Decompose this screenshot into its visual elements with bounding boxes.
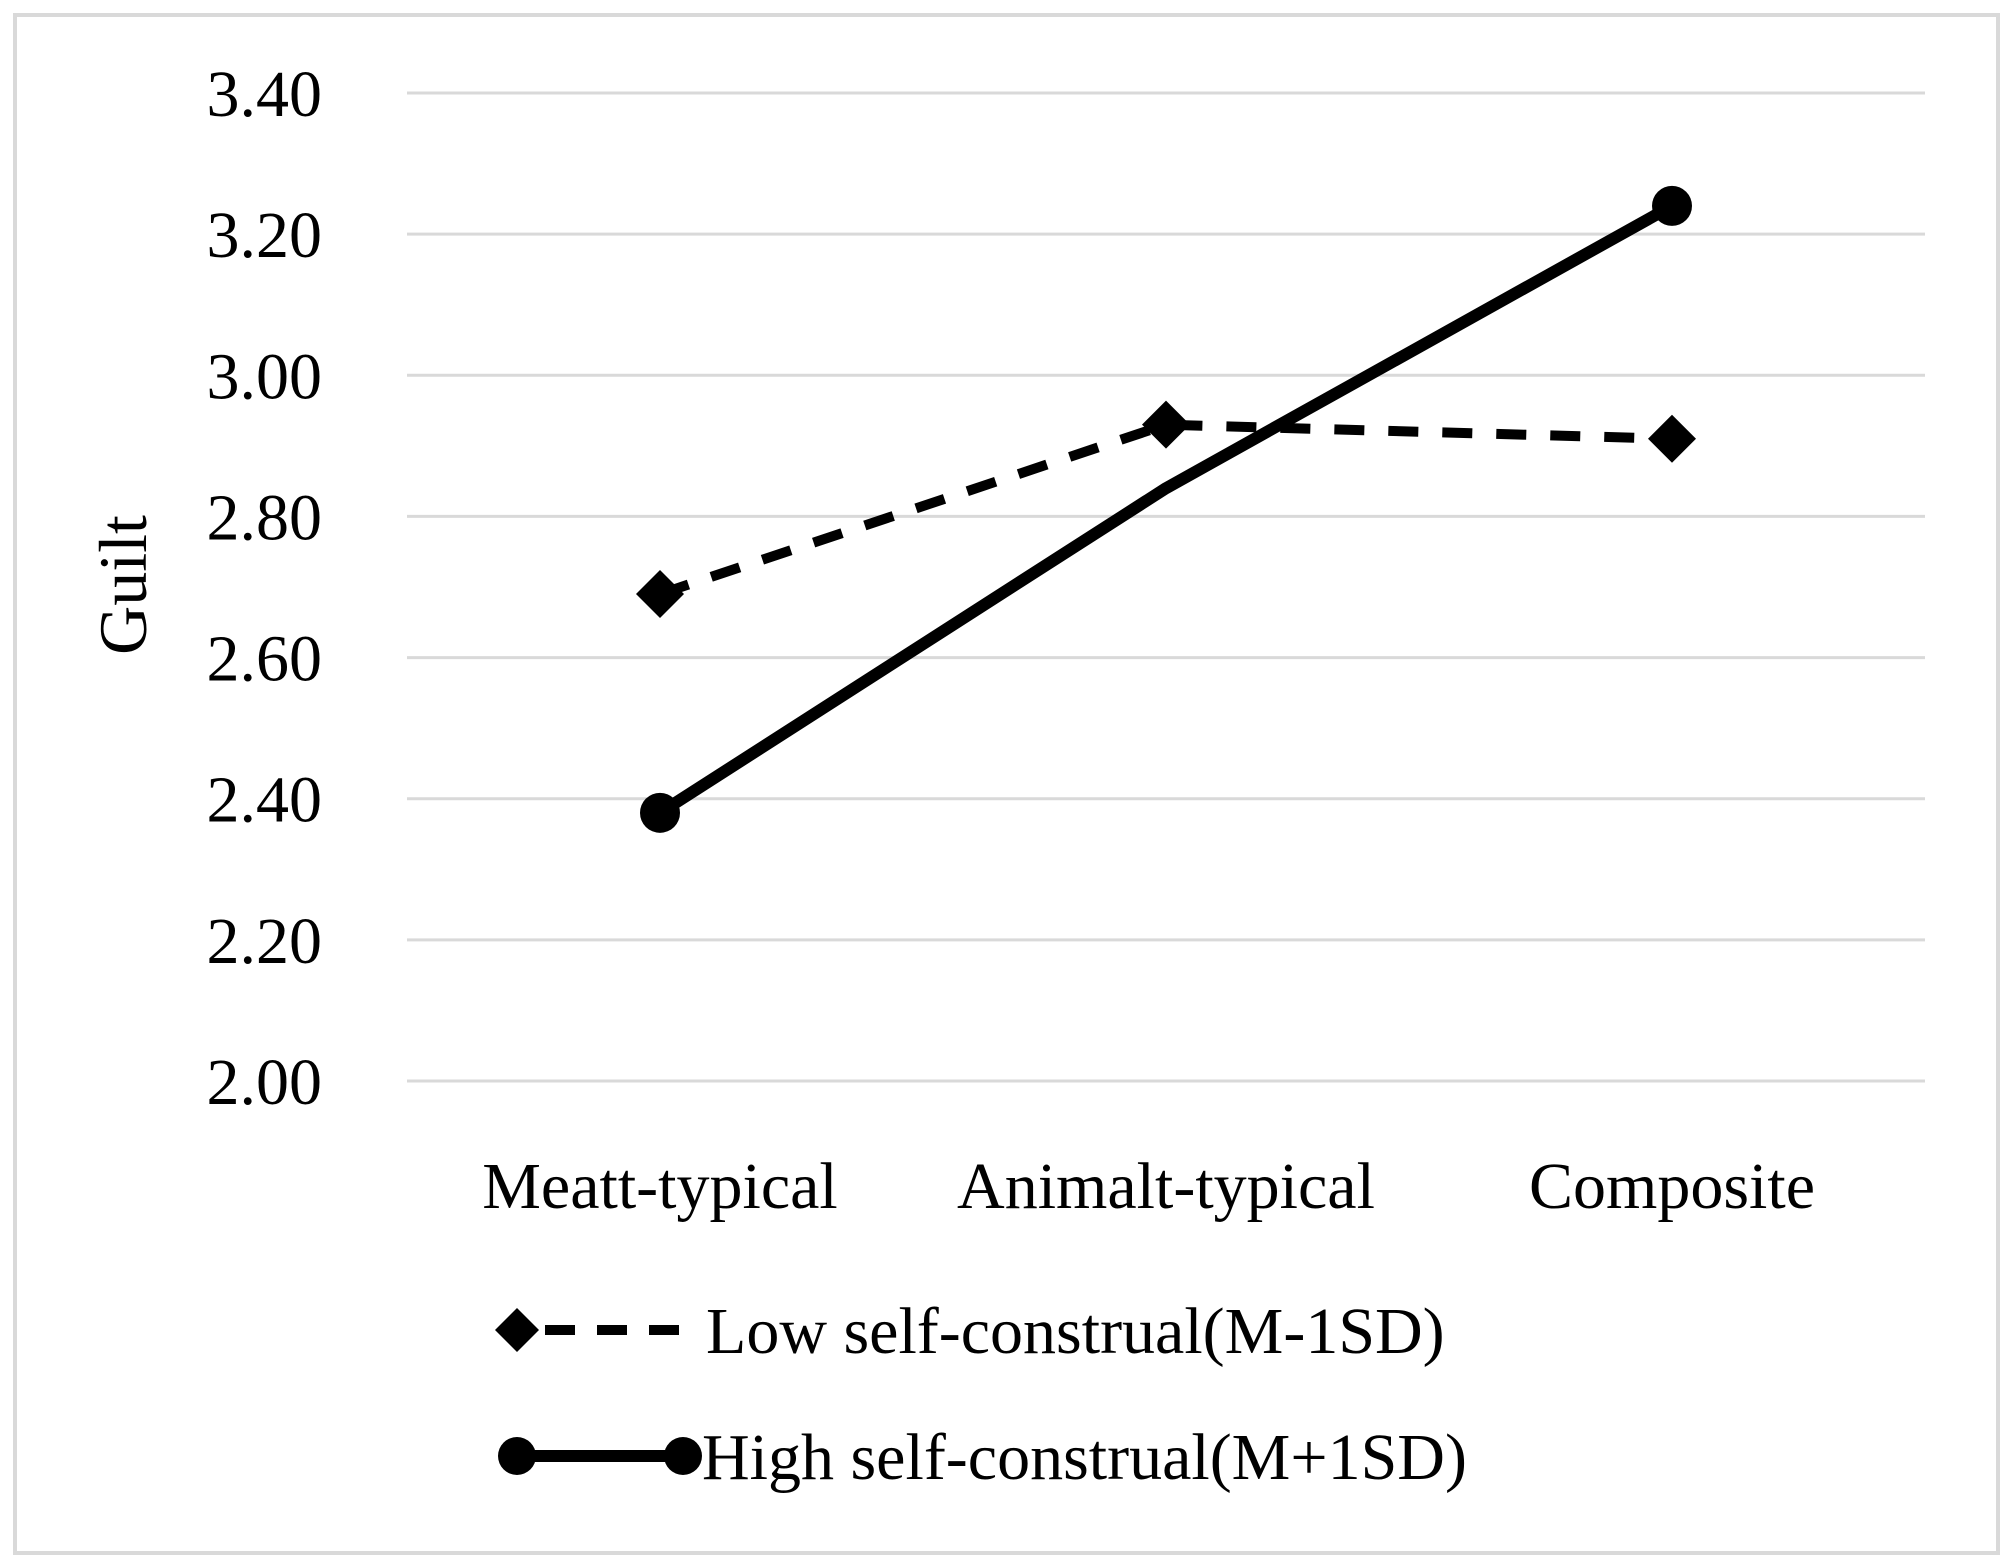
y-tick-label: 2.20 [207, 905, 323, 978]
legend-label-high: High self-construal(M+1SD) [702, 1421, 1467, 1494]
x-category-label: Meatt-typical [482, 1150, 838, 1223]
y-tick-label: 2.80 [207, 481, 323, 554]
y-axis-title: Guilt [85, 515, 161, 655]
x-category-label: Composite [1529, 1150, 1815, 1223]
series-line-high [656, 200, 1675, 818]
data-point-diamond [1648, 414, 1696, 463]
data-point-diamond [1142, 400, 1190, 449]
y-tick-label: 3.40 [207, 58, 323, 131]
x-category-label: Animalt-typical [957, 1150, 1375, 1223]
data-point-diamond [636, 570, 684, 619]
legend-label-low: Low self-construal(M-1SD) [706, 1295, 1445, 1368]
data-point-circle [640, 792, 680, 833]
legend-diamond-icon [495, 1308, 539, 1352]
data-point-circle [1652, 185, 1692, 226]
y-tick-label: 2.60 [207, 623, 323, 696]
y-tick-label: 3.20 [207, 199, 323, 272]
y-tick-label: 2.00 [207, 1046, 323, 1119]
y-tick-label: 2.40 [207, 764, 323, 837]
legend-circle-icon [664, 1437, 702, 1475]
y-tick-label: 3.00 [207, 340, 323, 413]
legend-circle-icon [498, 1437, 536, 1475]
series-line-low [658, 419, 1673, 599]
